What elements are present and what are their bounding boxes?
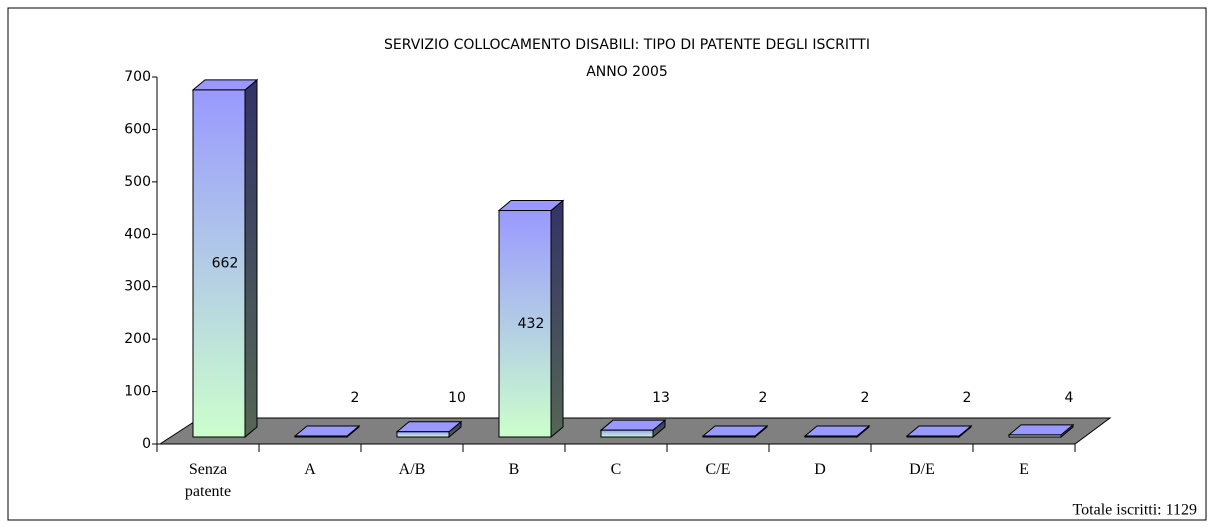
chart-subtitle: ANNO 2005: [586, 64, 668, 80]
value-label: 662: [212, 255, 239, 271]
bar-top: [905, 425, 973, 437]
bar-side: [244, 78, 258, 439]
x-tick-label: A/B: [398, 461, 426, 478]
value-label: 2: [963, 390, 972, 406]
value-label: 13: [652, 390, 670, 406]
bar-side: [550, 199, 564, 439]
bar-top: [191, 79, 259, 91]
y-tick-label: 400: [124, 226, 151, 242]
bar-top: [803, 425, 871, 437]
value-label: 432: [518, 316, 545, 332]
value-label: 10: [448, 390, 466, 406]
bar: [600, 429, 654, 438]
x-tick-label: C: [610, 461, 622, 478]
value-label: 2: [861, 390, 870, 406]
x-tick-label: D: [814, 461, 826, 478]
y-tick-label: 0: [142, 436, 151, 452]
y-tick-label: 100: [124, 384, 151, 400]
bar: [1008, 434, 1062, 438]
bar: [192, 89, 246, 438]
bar-top: [701, 425, 769, 437]
bar: [294, 435, 348, 438]
x-tick-label: C/E: [705, 461, 731, 478]
bar: [906, 435, 960, 438]
value-label: 4: [1065, 390, 1074, 406]
value-label: 2: [351, 390, 360, 406]
x-tick-label: B: [508, 461, 520, 478]
bar-top: [293, 425, 361, 437]
bar: [396, 431, 450, 438]
annotation: Totale iscritti: 1129: [1073, 502, 1197, 519]
bar-top: [497, 200, 565, 212]
y-tick-label: 300: [124, 279, 151, 295]
value-label: 2: [759, 390, 768, 406]
bar-top: [599, 419, 667, 431]
y-tick-label: 200: [124, 331, 151, 347]
bar: [498, 210, 552, 438]
x-tick-label: E: [1019, 461, 1029, 478]
bar: [702, 435, 756, 438]
y-tick-label: 700: [124, 69, 151, 85]
y-tick-label: 500: [124, 174, 151, 190]
x-tick-label: A: [304, 461, 316, 478]
bar: [804, 435, 858, 438]
bar-top: [395, 421, 463, 433]
y-tick-label: 600: [124, 121, 151, 137]
x-tick-label: D/E: [909, 461, 935, 478]
x-tick-label: Senza patente: [184, 461, 232, 500]
chart-title: SERVIZIO COLLOCAMENTO DISABILI: TIPO DI …: [384, 37, 870, 53]
bar-top: [1007, 424, 1075, 436]
